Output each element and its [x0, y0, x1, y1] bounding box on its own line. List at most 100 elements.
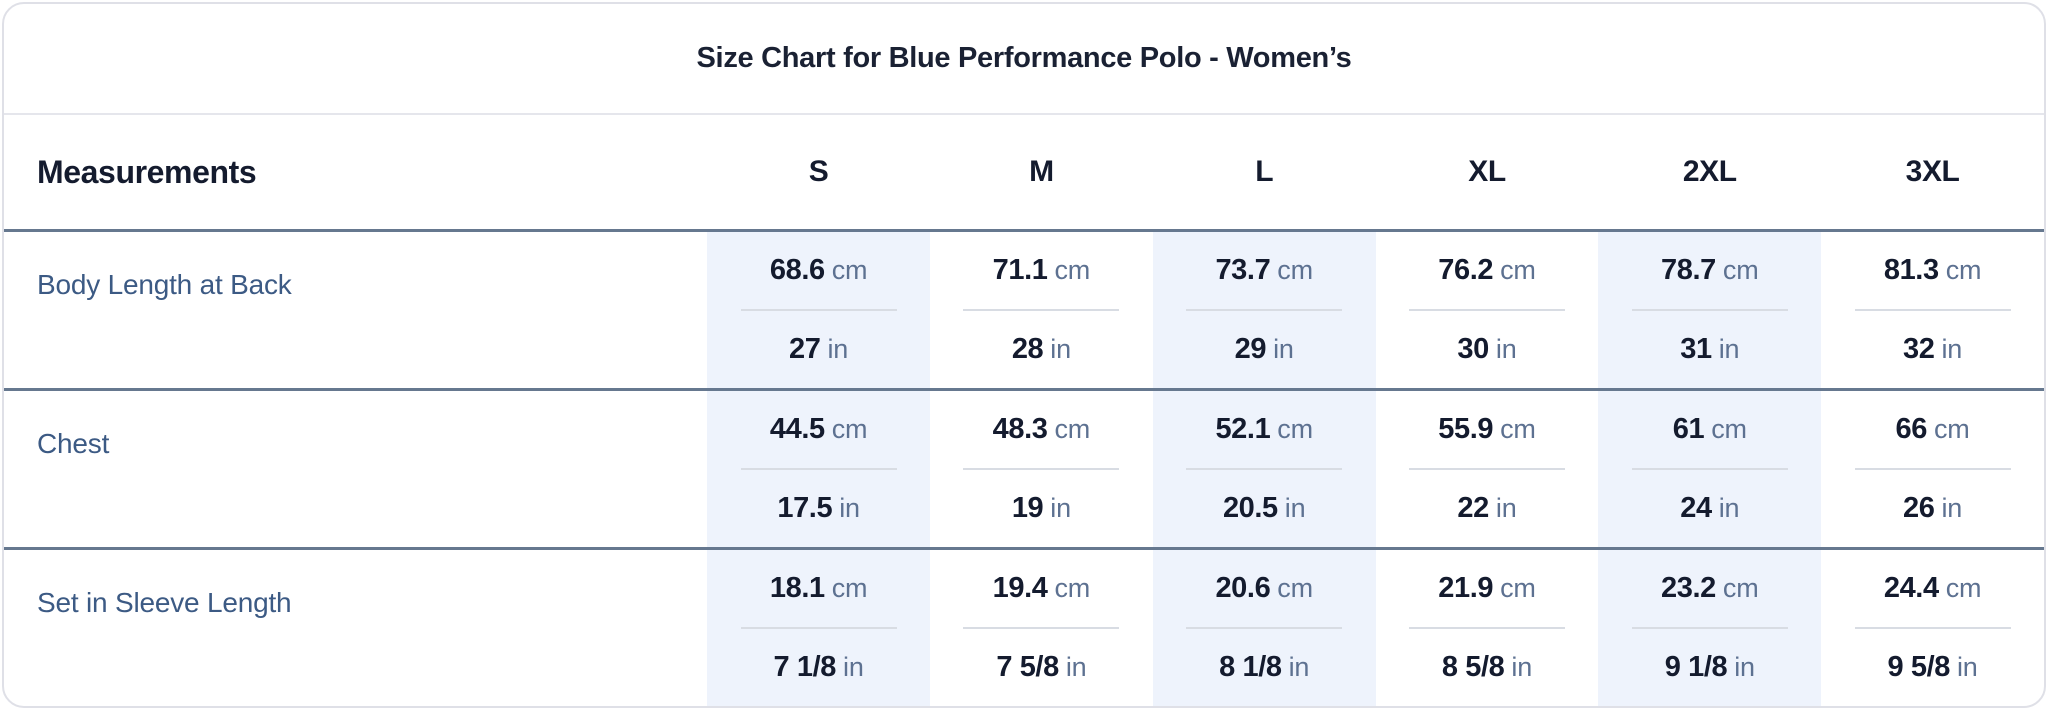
- cell-divider: [1186, 627, 1343, 629]
- cell-divider: [1409, 627, 1565, 629]
- cell-divider: [740, 627, 897, 629]
- cell-chest-xl: 55.9 cm 22 in: [1376, 391, 1599, 547]
- cm-unit: cm: [1054, 255, 1091, 285]
- in-value: 24: [1680, 492, 1712, 524]
- cell-divider: [740, 309, 897, 311]
- cm-unit: cm: [1722, 255, 1759, 285]
- cm-unit: cm: [1500, 414, 1536, 444]
- cm-value: 44.5: [769, 413, 825, 445]
- in-unit: in: [1957, 652, 1978, 682]
- in-value: 7 1/8: [773, 651, 837, 683]
- cell-chest-m: 48.3 cm 19 in: [930, 391, 1153, 547]
- cell-sleeve-l: 20.6 cm 8 1/8 in: [1152, 550, 1376, 706]
- cell-divider: [963, 309, 1120, 311]
- in-unit: in: [1718, 334, 1740, 364]
- in-value: 31: [1680, 333, 1712, 365]
- cell-divider: [1409, 468, 1565, 470]
- cell-sleeve-3xl: 24.4 cm 9 5/8 in: [1821, 550, 2044, 706]
- cm-value: 78.7: [1661, 254, 1716, 286]
- cell-body-length-2xl: 78.7 cm 31 in: [1598, 232, 1822, 388]
- cm-value: 55.9: [1438, 413, 1494, 445]
- cell-chest-2xl: 61 cm 24 in: [1598, 391, 1822, 547]
- in-value: 32: [1903, 333, 1935, 365]
- in-unit: in: [843, 652, 864, 682]
- in-unit: in: [1050, 493, 1071, 523]
- cell-sleeve-xl: 21.9 cm 8 5/8 in: [1376, 550, 1599, 706]
- in-value: 20.5: [1222, 492, 1278, 524]
- cell-divider: [1186, 468, 1343, 470]
- cm-unit: cm: [1945, 573, 1982, 603]
- in-value: 22: [1457, 492, 1489, 524]
- table-row-body-length: Body Length at Back 68.6 cm 27 in 71.1 cm 2…: [4, 232, 2044, 391]
- cm-value: 81.3: [1883, 254, 1939, 286]
- cm-unit: cm: [1500, 573, 1536, 603]
- in-value: 30: [1457, 333, 1489, 365]
- cell-body-length-l: 73.7 cm 29 in: [1152, 232, 1376, 388]
- row-label-sleeve-length: Set in Sleeve Length: [37, 587, 292, 618]
- cell-chest-3xl: 66 cm 26 in: [1821, 391, 2044, 547]
- cell-sleeve-s: 18.1 cm 7 1/8 in: [707, 550, 930, 706]
- cell-divider: [740, 468, 897, 470]
- cm-unit: cm: [1054, 414, 1091, 444]
- in-value: 26: [1903, 492, 1935, 524]
- in-value: 9 5/8: [1887, 651, 1951, 683]
- in-unit: in: [1941, 334, 1963, 364]
- in-unit: in: [1284, 493, 1306, 523]
- in-unit: in: [1734, 652, 1755, 682]
- in-unit: in: [1718, 493, 1740, 523]
- column-header-size-3xl: 3XL: [1905, 155, 1960, 188]
- cell-divider: [1186, 309, 1343, 311]
- title-bar: Size Chart for Blue Performance Polo - W…: [4, 4, 2044, 115]
- cell-body-length-3xl: 81.3 cm 32 in: [1821, 232, 2044, 388]
- cm-value: 23.2: [1661, 572, 1716, 604]
- in-value: 8 5/8: [1441, 651, 1505, 683]
- in-value: 29: [1234, 333, 1267, 365]
- column-header-size-m: M: [1029, 155, 1054, 188]
- cm-unit: cm: [831, 414, 868, 444]
- cm-unit: cm: [831, 573, 868, 603]
- in-value: 17.5: [777, 492, 833, 524]
- cell-divider: [1854, 468, 2011, 470]
- in-unit: in: [827, 334, 849, 364]
- cm-unit: cm: [1277, 414, 1313, 444]
- column-header-size-2xl: 2XL: [1682, 155, 1737, 188]
- cm-value: 71.1: [992, 254, 1048, 286]
- size-chart-title: Size Chart for Blue Performance Polo - W…: [696, 42, 1352, 74]
- in-value: 27: [789, 333, 821, 365]
- cell-divider: [1409, 309, 1565, 311]
- cm-unit: cm: [1054, 573, 1091, 603]
- table-header-row: Measurements S M L XL 2XL 3XL: [4, 115, 2044, 232]
- cell-divider: [963, 468, 1120, 470]
- cm-unit: cm: [1711, 414, 1747, 444]
- cm-value: 21.9: [1438, 572, 1494, 604]
- column-header-size-s: S: [808, 155, 829, 188]
- cell-body-length-s: 68.6 cm 27 in: [707, 232, 930, 388]
- cell-body-length-xl: 76.2 cm 30 in: [1376, 232, 1599, 388]
- cell-divider: [1631, 627, 1788, 629]
- cm-unit: cm: [1277, 573, 1313, 603]
- in-unit: in: [1288, 652, 1310, 682]
- in-value: 7 5/8: [996, 651, 1059, 683]
- in-unit: in: [1495, 493, 1517, 523]
- cm-unit: cm: [1500, 255, 1536, 285]
- cell-body-length-m: 71.1 cm 28 in: [930, 232, 1153, 388]
- table-row-chest: Chest 44.5 cm 17.5 in 48.3 cm 19 in 52.1 cm 2…: [4, 391, 2044, 550]
- cell-divider: [1631, 309, 1788, 311]
- cm-value: 73.7: [1215, 254, 1271, 286]
- table-body: Body Length at Back 68.6 cm 27 in 71.1 cm 2…: [4, 232, 2044, 706]
- cell-chest-l: 52.1 cm 20.5 in: [1152, 391, 1376, 547]
- in-unit: in: [1065, 652, 1087, 682]
- cell-sleeve-2xl: 23.2 cm 9 1/8 in: [1598, 550, 1822, 706]
- cm-value: 68.6: [769, 254, 825, 286]
- cm-value: 19.4: [992, 572, 1048, 604]
- cell-chest-s: 44.5 cm 17.5 in: [707, 391, 930, 547]
- cm-value: 66: [1895, 413, 1928, 445]
- in-unit: in: [1511, 652, 1533, 682]
- column-header-size-l: L: [1255, 155, 1274, 188]
- cm-value: 20.6: [1215, 572, 1271, 604]
- cell-divider: [963, 627, 1120, 629]
- in-value: 8 1/8: [1219, 651, 1282, 683]
- cm-value: 61: [1672, 413, 1705, 445]
- in-value: 19: [1011, 492, 1044, 524]
